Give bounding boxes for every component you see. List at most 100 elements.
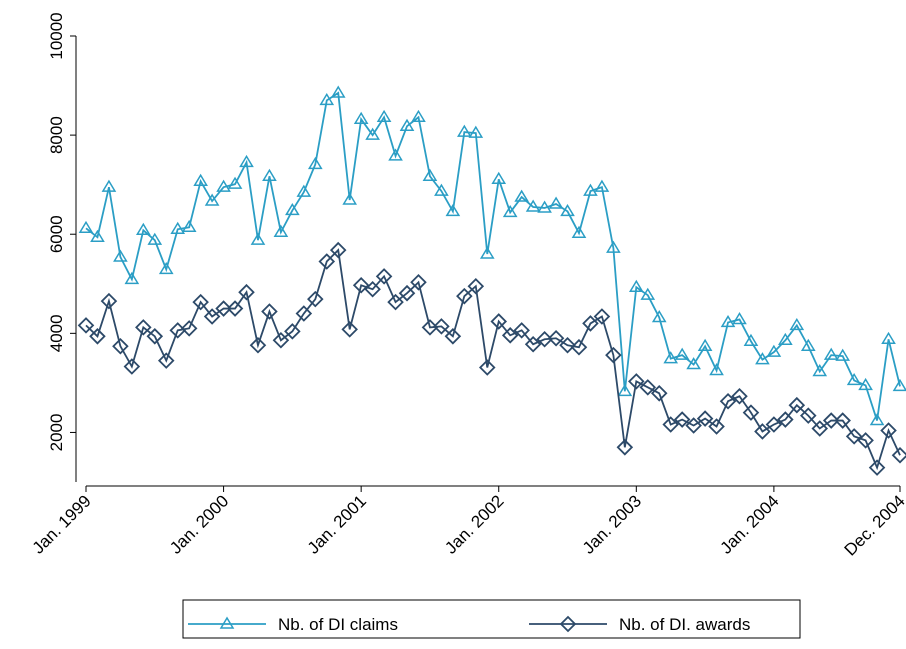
x-tick-label: Jan. 2004 [716,491,782,557]
marker [650,385,668,402]
series-line [85,248,901,471]
marker [605,346,622,364]
marker [250,232,266,245]
marker [583,183,598,196]
y-tick-label: 10000 [47,12,66,59]
marker [158,261,174,275]
marker [834,412,851,429]
marker [514,189,529,202]
marker [329,241,347,259]
x-tick-label: Jan. 1999 [29,491,95,557]
marker [811,420,829,437]
marker [502,204,518,218]
marker [468,125,484,138]
x-tick-label: Jan. 2003 [579,491,645,557]
marker [77,317,95,334]
marker [433,318,450,335]
marker [778,332,793,346]
marker [100,292,118,310]
marker [881,331,896,345]
marker [766,344,782,357]
x-tick-label: Jan. 2001 [304,491,370,557]
marker [89,328,106,345]
marker [422,168,438,181]
marker [444,328,462,345]
marker [891,446,906,464]
marker [215,300,232,317]
marker [491,171,507,184]
marker [319,92,335,106]
marker [467,277,485,295]
x-tick-label: Jan. 2002 [441,491,507,557]
marker [399,118,415,131]
marker [388,148,403,161]
marker [170,221,186,235]
legend-label: Nb. of DI claims [278,615,398,634]
marker [78,220,94,234]
marker [777,411,794,428]
marker [719,392,737,410]
marker [560,203,575,217]
marker [697,338,713,351]
marker [285,202,300,216]
marker [124,271,140,285]
marker [857,432,874,449]
marker [685,417,702,434]
marker [788,396,806,414]
marker [226,300,244,317]
marker [606,240,621,253]
marker [594,179,610,192]
marker [479,246,495,259]
marker [742,404,760,421]
marker [434,183,449,196]
marker [90,229,105,242]
marker [249,336,267,354]
marker [307,290,324,308]
marker [662,416,679,433]
marker [112,337,129,355]
marker [227,176,243,189]
marker [892,378,906,392]
series-line [85,91,901,421]
marker [387,293,404,311]
marker [364,280,381,298]
y-tick-label: 4000 [47,314,66,352]
marker [812,364,828,377]
marker [180,320,198,337]
legend-box [182,599,801,639]
marker [628,373,645,390]
x-tick-label: Jan. 2000 [166,491,232,557]
marker [674,347,690,360]
marker [846,372,862,386]
marker [501,327,519,344]
marker [490,313,508,330]
marker [537,200,552,213]
marker [696,410,714,427]
marker [755,352,770,365]
marker [640,287,656,300]
marker [295,305,313,322]
marker [353,111,369,125]
y-tick-label: 2000 [47,414,66,452]
marker [113,249,128,262]
marker [307,156,323,170]
marker [318,253,336,270]
marker [835,348,851,361]
marker [342,192,358,205]
marker [709,363,724,376]
marker [822,412,840,429]
marker [869,413,885,426]
marker [570,338,588,356]
marker [708,418,725,435]
marker [525,199,541,212]
marker [582,315,599,332]
marker [262,168,277,181]
marker [398,284,416,302]
marker [628,279,644,292]
x-tick-label: Dec. 2004 [841,491,906,559]
legend-label: Nb. of DI. awards [619,615,750,634]
marker [410,274,427,291]
marker [743,333,759,347]
marker [548,196,564,209]
